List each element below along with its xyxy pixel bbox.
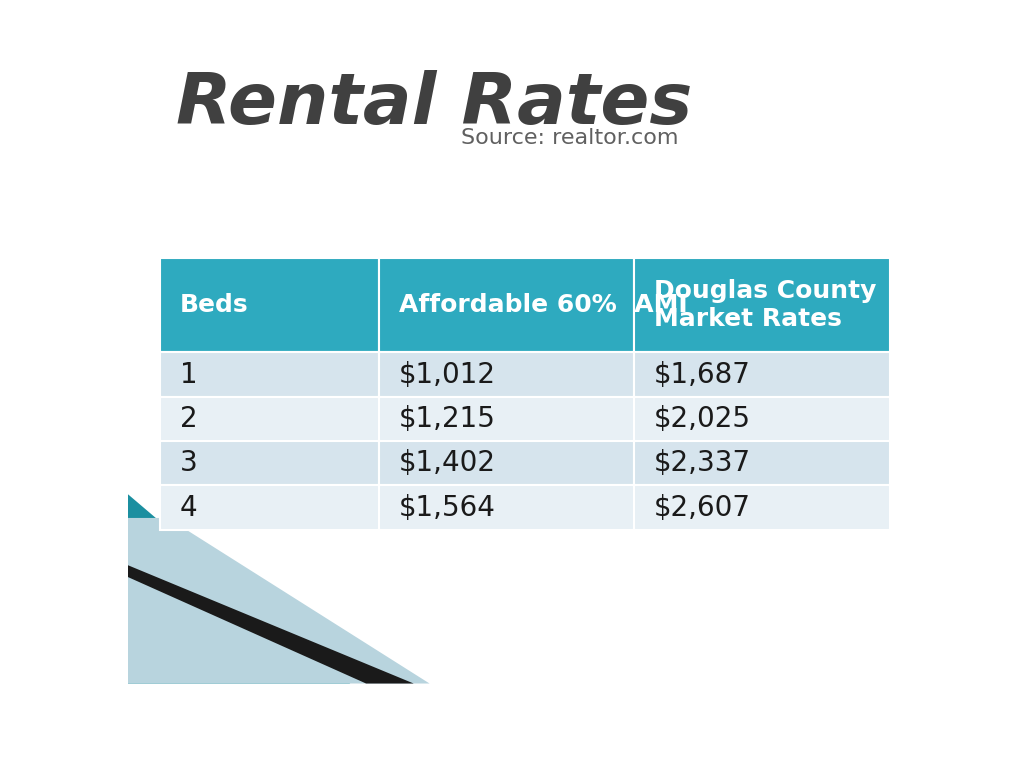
FancyBboxPatch shape <box>160 485 379 530</box>
Text: 2: 2 <box>179 405 198 433</box>
Text: Beds: Beds <box>179 293 248 317</box>
Polygon shape <box>128 518 430 684</box>
Text: Source: realtor.com: Source: realtor.com <box>461 128 679 148</box>
Text: $1,687: $1,687 <box>654 360 751 389</box>
Text: 1: 1 <box>179 360 198 389</box>
FancyBboxPatch shape <box>634 485 890 530</box>
FancyBboxPatch shape <box>379 441 634 485</box>
Text: $1,402: $1,402 <box>398 449 496 477</box>
Text: $1,012: $1,012 <box>398 360 496 389</box>
Polygon shape <box>128 495 350 684</box>
FancyBboxPatch shape <box>379 353 634 397</box>
FancyBboxPatch shape <box>160 258 379 353</box>
FancyBboxPatch shape <box>379 397 634 441</box>
Text: 3: 3 <box>179 449 198 477</box>
Text: Rental Rates: Rental Rates <box>176 71 692 140</box>
Text: $1,215: $1,215 <box>398 405 496 433</box>
FancyBboxPatch shape <box>160 397 379 441</box>
FancyBboxPatch shape <box>160 441 379 485</box>
Text: Douglas County
Market Rates: Douglas County Market Rates <box>654 279 877 331</box>
Text: $2,607: $2,607 <box>654 494 752 521</box>
FancyBboxPatch shape <box>160 353 379 397</box>
FancyBboxPatch shape <box>379 258 634 353</box>
Text: $1,564: $1,564 <box>398 494 496 521</box>
FancyBboxPatch shape <box>634 353 890 397</box>
FancyBboxPatch shape <box>634 258 890 353</box>
Text: 4: 4 <box>179 494 198 521</box>
Text: $2,337: $2,337 <box>654 449 752 477</box>
FancyBboxPatch shape <box>379 485 634 530</box>
FancyBboxPatch shape <box>634 441 890 485</box>
Text: $2,025: $2,025 <box>654 405 752 433</box>
FancyBboxPatch shape <box>634 397 890 441</box>
Text: Affordable 60%  AMI: Affordable 60% AMI <box>398 293 687 317</box>
Polygon shape <box>128 565 414 684</box>
